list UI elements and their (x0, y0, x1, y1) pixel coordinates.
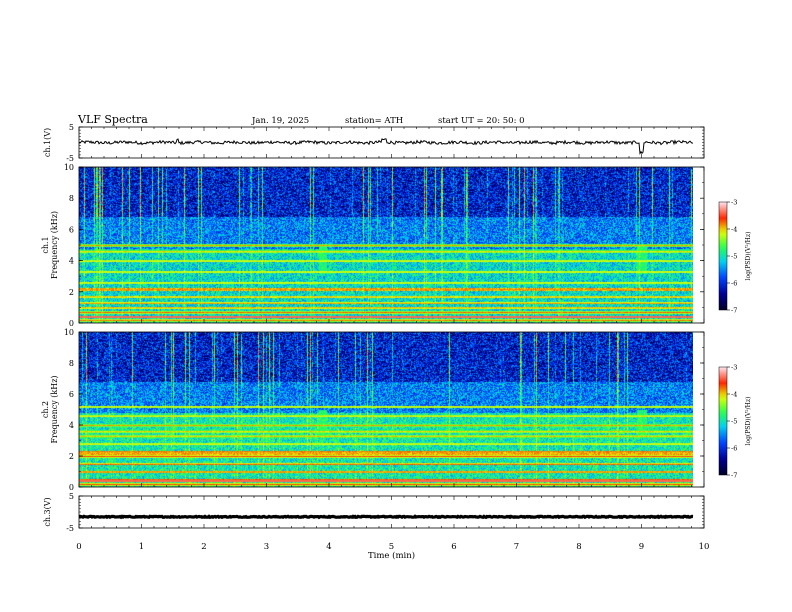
y-tick-label: -5 (66, 524, 74, 533)
colorbar-tick-label: -5 (731, 253, 737, 261)
y-tick-label: 8 (69, 359, 74, 368)
colorbar-label: log(PSD)(V²/Hz) (745, 232, 752, 281)
ch1-waveform-panel: 5 -5 ch.1(V) (43, 123, 705, 163)
y-tick-label: 2 (69, 452, 74, 461)
ch2-spectrogram-panel: 10 8 6 4 2 0 ch.2 Frequency (kHz) (41, 328, 705, 492)
ch1-spectrogram-panel: 10 8 6 4 2 0 ch.1 Frequency (kHz) (41, 163, 705, 328)
x-tick-label: 3 (264, 542, 269, 552)
y-axis-label: Frequency (kHz) (50, 375, 59, 443)
station-label: station= ATH (345, 116, 403, 126)
colorbar-tick-label: -6 (731, 445, 737, 453)
ch2-colorbar: -3 -4 -5 -6 -7 log(PSD)(V²/Hz) (718, 364, 752, 480)
colorbar-tick-label: -5 (731, 418, 737, 426)
x-tick-label: 5 (389, 542, 394, 552)
y-tick-label: -5 (66, 154, 74, 163)
y-axis-label: Frequency (kHz) (50, 211, 59, 279)
x-tick-label: 10 (699, 542, 710, 552)
chart-title: VLF Spectra (77, 113, 148, 126)
y-tick-label: 8 (69, 194, 74, 203)
y-tick-label: 0 (69, 319, 74, 328)
start-time-label: start UT = 20: 50: 0 (438, 116, 525, 126)
waveform-trace (78, 138, 694, 155)
colorbar-label: log(PSD)(V²/Hz) (745, 397, 752, 446)
waveform-trace (79, 514, 694, 520)
ch3-waveform-panel: 5 -5 ch.3(V) (43, 492, 705, 533)
time-axis: 0 1 2 3 4 5 6 7 8 9 10 Time (min) (76, 542, 709, 561)
y-tick-label: 4 (69, 421, 74, 430)
x-tick-label: 6 (451, 542, 456, 552)
spectrogram-image (79, 167, 693, 323)
colorbar-tick-label: -4 (731, 226, 737, 234)
y-tick-label: 2 (69, 288, 74, 297)
colorbar-tick-label: -7 (731, 307, 737, 315)
channel-label: ch.2 (41, 401, 50, 418)
x-tick-label: 8 (576, 542, 581, 552)
plot-frame (78, 495, 705, 529)
y-axis-label: ch.1(V) (43, 128, 52, 157)
x-tick-label: 7 (514, 542, 519, 552)
x-tick-label: 4 (326, 542, 331, 552)
y-axis-label: ch.3(V) (43, 497, 52, 526)
x-tick-label: 9 (639, 542, 644, 552)
y-tick-label: 4 (69, 257, 74, 266)
x-tick-label: 0 (76, 542, 81, 552)
colorbar-tick-label: -6 (731, 280, 737, 288)
x-tick-label: 1 (139, 542, 144, 552)
channel-label: ch.1 (41, 236, 50, 253)
y-tick-label: 6 (69, 225, 74, 234)
colorbar-gradient (718, 366, 728, 476)
date-label: Jan. 19, 2025 (251, 116, 309, 126)
x-axis-label: Time (min) (368, 550, 415, 561)
ch1-colorbar: -3 -4 -5 -6 -7 log(PSD)(V²/Hz) (718, 199, 752, 315)
spectrogram-image (79, 332, 693, 487)
y-tick-label: 5 (69, 492, 74, 501)
y-tick-label: 6 (69, 390, 74, 399)
y-tick-label: 10 (64, 328, 74, 337)
colorbar-tick-label: -4 (731, 391, 737, 399)
y-tick-label: 5 (69, 123, 74, 132)
colorbar-tick-label: -3 (731, 364, 737, 372)
y-tick-label: 10 (64, 163, 74, 172)
colorbar-tick-label: -3 (731, 199, 737, 207)
colorbar-gradient (718, 201, 728, 311)
x-tick-label: 2 (201, 542, 206, 552)
colorbar-tick-label: -7 (731, 472, 737, 480)
y-tick-label: 0 (69, 483, 74, 492)
